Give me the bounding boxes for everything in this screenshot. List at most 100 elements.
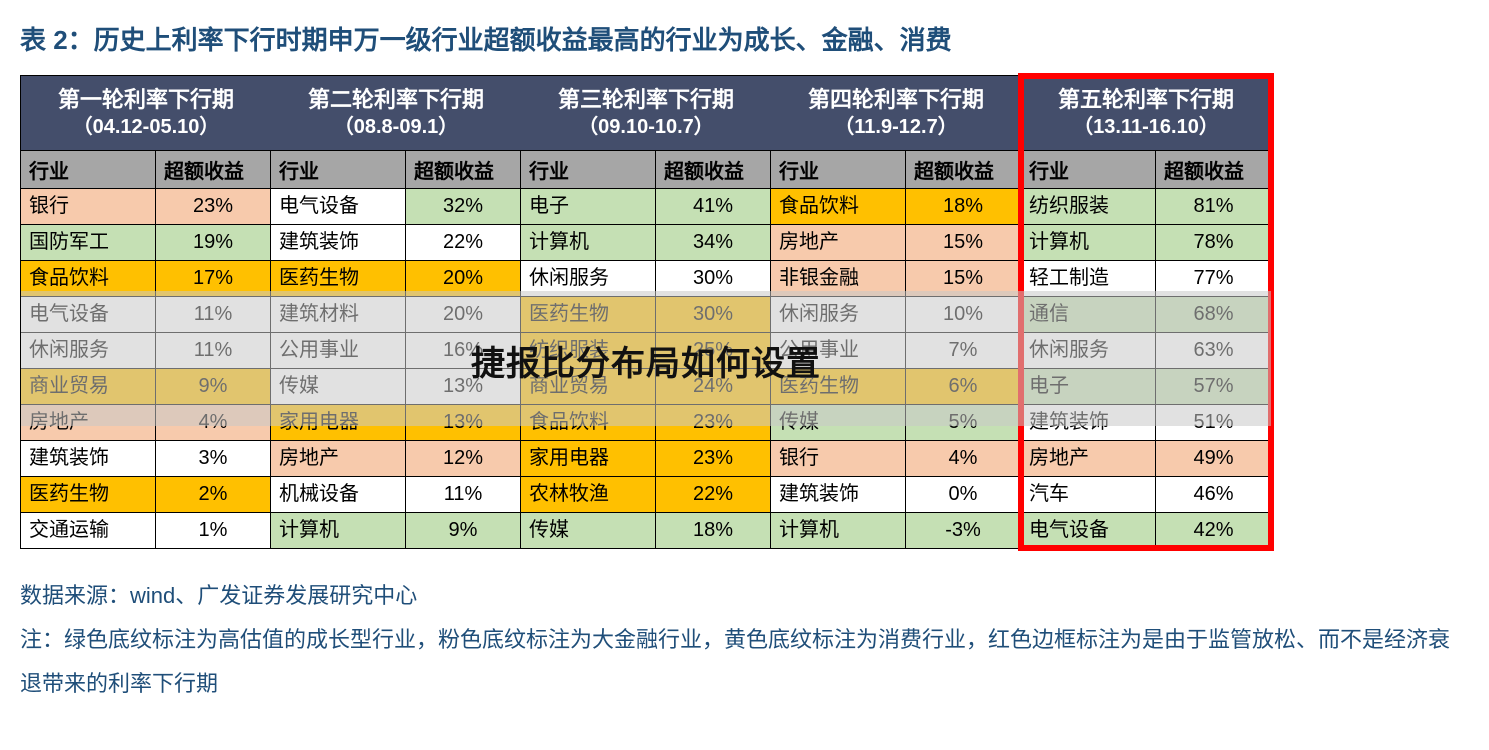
table-row: 机械设备11% xyxy=(271,477,521,513)
col-excess: 超额收益 xyxy=(406,151,521,189)
value-cell: 22% xyxy=(656,477,771,513)
value-cell: 11% xyxy=(406,477,521,513)
table-row: 电气设备42% xyxy=(1021,513,1271,548)
value-cell: 20% xyxy=(406,297,521,333)
table-row: 计算机-3% xyxy=(771,513,1021,548)
value-cell: 68% xyxy=(1156,297,1271,333)
industry-cell: 建筑材料 xyxy=(271,297,406,333)
industry-cell: 建筑装饰 xyxy=(21,441,156,477)
table-row: 轻工制造77% xyxy=(1021,261,1271,297)
industry-cell: 机械设备 xyxy=(271,477,406,513)
industry-cell: 非银金融 xyxy=(771,261,906,297)
industry-cell: 电子 xyxy=(521,189,656,225)
period-header: 第一轮利率下行期（04.12-05.10） xyxy=(21,76,271,151)
comparison-table: 捷报比分布局如何设置 第一轮利率下行期（04.12-05.10）行业超额收益银行… xyxy=(20,75,1272,549)
industry-cell: 计算机 xyxy=(771,513,906,548)
value-cell: 57% xyxy=(1156,369,1271,405)
sub-header-row: 行业超额收益 xyxy=(771,151,1021,189)
value-cell: 25% xyxy=(656,333,771,369)
note-source: 数据来源：wind、广发证券发展研究中心 xyxy=(20,574,1469,618)
table-row: 休闲服务30% xyxy=(521,261,771,297)
table-row: 休闲服务10% xyxy=(771,297,1021,333)
industry-cell: 食品饮料 xyxy=(771,189,906,225)
period-header: 第三轮利率下行期（09.10-10.7） xyxy=(521,76,771,151)
industry-cell: 医药生物 xyxy=(521,297,656,333)
table-row: 公用事业16% xyxy=(271,333,521,369)
value-cell: 18% xyxy=(906,189,1021,225)
sub-header-row: 行业超额收益 xyxy=(21,151,271,189)
table-row: 汽车46% xyxy=(1021,477,1271,513)
value-cell: 10% xyxy=(906,297,1021,333)
table-row: 国防军工19% xyxy=(21,225,271,261)
value-cell: 1% xyxy=(156,513,271,548)
table-row: 食品饮料23% xyxy=(521,405,771,441)
industry-cell: 计算机 xyxy=(271,513,406,548)
industry-cell: 休闲服务 xyxy=(771,297,906,333)
industry-cell: 公用事业 xyxy=(771,333,906,369)
value-cell: 15% xyxy=(906,225,1021,261)
col-industry: 行业 xyxy=(1021,151,1156,189)
table-row: 建筑装饰3% xyxy=(21,441,271,477)
table-row: 医药生物30% xyxy=(521,297,771,333)
table-row: 休闲服务63% xyxy=(1021,333,1271,369)
value-cell: 12% xyxy=(406,441,521,477)
industry-cell: 银行 xyxy=(771,441,906,477)
value-cell: 19% xyxy=(156,225,271,261)
table-row: 房地产49% xyxy=(1021,441,1271,477)
table-row: 电气设备32% xyxy=(271,189,521,225)
industry-cell: 家用电器 xyxy=(521,441,656,477)
table-row: 通信68% xyxy=(1021,297,1271,333)
table-row: 建筑装饰0% xyxy=(771,477,1021,513)
col-industry: 行业 xyxy=(21,151,156,189)
value-cell: 9% xyxy=(156,369,271,405)
industry-cell: 轻工制造 xyxy=(1021,261,1156,297)
value-cell: 0% xyxy=(906,477,1021,513)
industry-cell: 家用电器 xyxy=(271,405,406,441)
value-cell: 5% xyxy=(906,405,1021,441)
value-cell: 3% xyxy=(156,441,271,477)
table-title: 表 2：历史上利率下行时期申万一级行业超额收益最高的行业为成长、金融、消费 xyxy=(20,20,1469,57)
table-row: 公用事业7% xyxy=(771,333,1021,369)
industry-cell: 汽车 xyxy=(1021,477,1156,513)
industry-cell: 医药生物 xyxy=(21,477,156,513)
table-row: 电气设备11% xyxy=(21,297,271,333)
value-cell: 7% xyxy=(906,333,1021,369)
period-block-2: 第三轮利率下行期（09.10-10.7）行业超额收益电子41%计算机34%休闲服… xyxy=(521,76,771,548)
industry-cell: 通信 xyxy=(1021,297,1156,333)
table-row: 商业贸易9% xyxy=(21,369,271,405)
industry-cell: 传媒 xyxy=(771,405,906,441)
industry-cell: 建筑装饰 xyxy=(271,225,406,261)
table-row: 银行4% xyxy=(771,441,1021,477)
value-cell: 78% xyxy=(1156,225,1271,261)
table-row: 房地产12% xyxy=(271,441,521,477)
value-cell: 6% xyxy=(906,369,1021,405)
period-block-1: 第二轮利率下行期（08.8-09.1）行业超额收益电气设备32%建筑装饰22%医… xyxy=(271,76,521,548)
industry-cell: 建筑装饰 xyxy=(1021,405,1156,441)
table-row: 电子41% xyxy=(521,189,771,225)
industry-cell: 医药生物 xyxy=(271,261,406,297)
value-cell: 11% xyxy=(156,333,271,369)
table-row: 家用电器13% xyxy=(271,405,521,441)
value-cell: 51% xyxy=(1156,405,1271,441)
industry-cell: 建筑装饰 xyxy=(771,477,906,513)
table-row: 交通运输1% xyxy=(21,513,271,548)
period-block-0: 第一轮利率下行期（04.12-05.10）行业超额收益银行23%国防军工19%食… xyxy=(21,76,271,548)
industry-cell: 食品饮料 xyxy=(521,405,656,441)
col-industry: 行业 xyxy=(271,151,406,189)
table-row: 房地产4% xyxy=(21,405,271,441)
value-cell: 23% xyxy=(656,441,771,477)
value-cell: -3% xyxy=(906,513,1021,548)
table-row: 商业贸易24% xyxy=(521,369,771,405)
table-row: 医药生物6% xyxy=(771,369,1021,405)
value-cell: 15% xyxy=(906,261,1021,297)
value-cell: 24% xyxy=(656,369,771,405)
industry-cell: 传媒 xyxy=(521,513,656,548)
table-row: 银行23% xyxy=(21,189,271,225)
table-row: 计算机78% xyxy=(1021,225,1271,261)
value-cell: 77% xyxy=(1156,261,1271,297)
industry-cell: 纺织服装 xyxy=(1021,189,1156,225)
table-row: 食品饮料18% xyxy=(771,189,1021,225)
industry-cell: 计算机 xyxy=(1021,225,1156,261)
industry-cell: 银行 xyxy=(21,189,156,225)
industry-cell: 房地产 xyxy=(21,405,156,441)
